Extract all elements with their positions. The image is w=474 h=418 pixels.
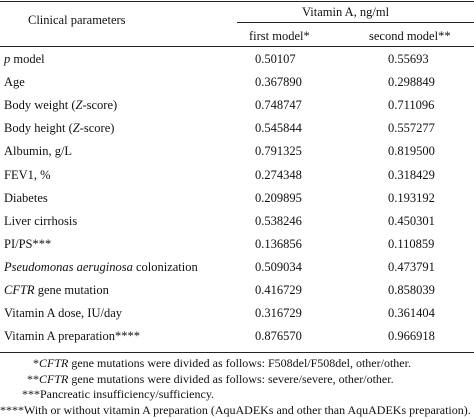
table-row-label: Pseudomonas aeruginosa colonization xyxy=(4,259,198,275)
first-model-header: first model* xyxy=(249,29,310,43)
row-label-text: Albumin, g/L xyxy=(4,144,73,159)
row-label-text: FEV1, % xyxy=(4,167,51,182)
second-model-value: 0.318429 xyxy=(388,167,435,182)
table-row-label: PI/PS*** xyxy=(4,236,51,252)
second-model-value: 0.55693 xyxy=(388,52,429,66)
first-model-value: 0.274348 xyxy=(255,167,302,182)
first-model-value: 0.209895 xyxy=(255,190,302,205)
row-label-text: Body weight ( xyxy=(4,98,76,113)
first-model-value: 0.50107 xyxy=(255,52,296,66)
table-row-label: FEV1, % xyxy=(4,167,51,183)
row-label-italic: Z xyxy=(75,98,83,113)
row-label-text: Vitamin A dose, IU/day xyxy=(4,306,122,321)
first-model-value: 0.791325 xyxy=(255,144,302,159)
footnote-marker: ** xyxy=(27,371,39,386)
second-model-value: 0.193192 xyxy=(388,190,435,205)
first-model-value: 0.509034 xyxy=(255,259,302,274)
table-footnotes: *CFTR gene mutations were divided as fol… xyxy=(0,356,474,418)
footnote-italic: CFTR xyxy=(39,371,69,386)
footnote: *CFTR gene mutations were divided as fol… xyxy=(0,356,474,372)
first-model-value: 0.876570 xyxy=(255,329,302,344)
table-bottom-rule xyxy=(0,352,474,353)
row-label-suffix: -score) xyxy=(79,121,115,136)
second-model-value: 0.361404 xyxy=(388,306,435,321)
clinical-parameters-header: Clinical parameters xyxy=(28,13,126,27)
row-label-italic: p xyxy=(4,52,11,66)
footnote-text: With or without vitamin A preparation (A… xyxy=(24,402,471,417)
second-model-value: 0.819500 xyxy=(388,144,435,159)
second-model-value: 0.298849 xyxy=(388,75,435,90)
footnote-marker: * xyxy=(33,356,39,370)
table-row-label: p model xyxy=(4,51,45,67)
row-label-text: PI/PS*** xyxy=(4,236,52,251)
second-model-value: 0.110859 xyxy=(388,236,435,251)
row-label-italic: Z xyxy=(72,121,80,136)
row-label-text: Body height ( xyxy=(4,121,73,136)
footnote-text: gene mutations were divided as follows: … xyxy=(68,371,394,386)
row-label-text: Diabetes xyxy=(4,190,48,205)
table-top-rule xyxy=(0,1,474,2)
second-model-value: 0.557277 xyxy=(388,121,435,136)
table-row-label: CFTR gene mutation xyxy=(4,282,109,298)
footnote-text: Pancreatic insufficiency/sufficiency. xyxy=(40,387,215,401)
table-row-label: Albumin, g/L xyxy=(4,143,72,159)
row-label-suffix: model xyxy=(10,52,45,66)
second-model-value: 0.711096 xyxy=(388,98,435,113)
table-row-label: Body height (Z-score) xyxy=(4,120,114,136)
table-row-label: Body weight (Z-score) xyxy=(4,97,117,113)
row-label-suffix: colonization xyxy=(132,259,198,274)
table-row-label: Vitamin A preparation**** xyxy=(4,328,140,344)
second-model-value: 0.966918 xyxy=(388,329,435,344)
row-label-suffix: gene mutation xyxy=(34,283,109,297)
table-row-label: Age xyxy=(4,74,25,90)
table-row-label: Vitamin A dose, IU/day xyxy=(4,305,122,321)
row-label-text: Vitamin A preparation**** xyxy=(4,329,141,344)
footnote-italic: CFTR xyxy=(39,356,69,370)
footnote: ***Pancreatic insufficiency/sufficiency. xyxy=(0,387,474,403)
second-model-value: 0.473791 xyxy=(388,259,435,274)
first-model-value: 0.316729 xyxy=(255,306,302,321)
footnote: ****With or without vitamin A preparatio… xyxy=(0,403,474,418)
row-label-italic: Pseudomonas aeruginosa xyxy=(4,259,133,274)
row-label-italic: CFTR xyxy=(4,283,35,297)
footnote-marker: **** xyxy=(0,402,24,417)
table-row-label: Diabetes xyxy=(4,190,48,206)
first-model-value: 0.545844 xyxy=(255,121,302,136)
footnote-text: gene mutations were divided as follows: … xyxy=(68,356,411,370)
header-bottom-rule xyxy=(0,46,474,47)
second-model-value: 0.450301 xyxy=(388,213,435,228)
first-model-value: 0.748747 xyxy=(255,98,302,113)
row-label-text: Age xyxy=(4,75,25,90)
row-label-suffix: -score) xyxy=(82,98,118,113)
second-model-header: second model** xyxy=(369,29,451,43)
vitamin-a-header: Vitamin A, ng/ml xyxy=(302,5,390,19)
footnote: **CFTR gene mutations were divided as fo… xyxy=(0,372,474,388)
table-row-label: Liver cirrhosis xyxy=(4,213,77,229)
vitamin-a-subheader-rule xyxy=(237,22,474,23)
first-model-value: 0.538246 xyxy=(255,213,302,228)
first-model-value: 0.367890 xyxy=(255,75,302,90)
second-model-value: 0.858039 xyxy=(388,283,435,297)
first-model-value: 0.416729 xyxy=(255,283,302,297)
first-model-value: 0.136856 xyxy=(255,236,302,251)
footnote-marker: *** xyxy=(22,387,40,401)
row-label-text: Liver cirrhosis xyxy=(4,213,78,228)
